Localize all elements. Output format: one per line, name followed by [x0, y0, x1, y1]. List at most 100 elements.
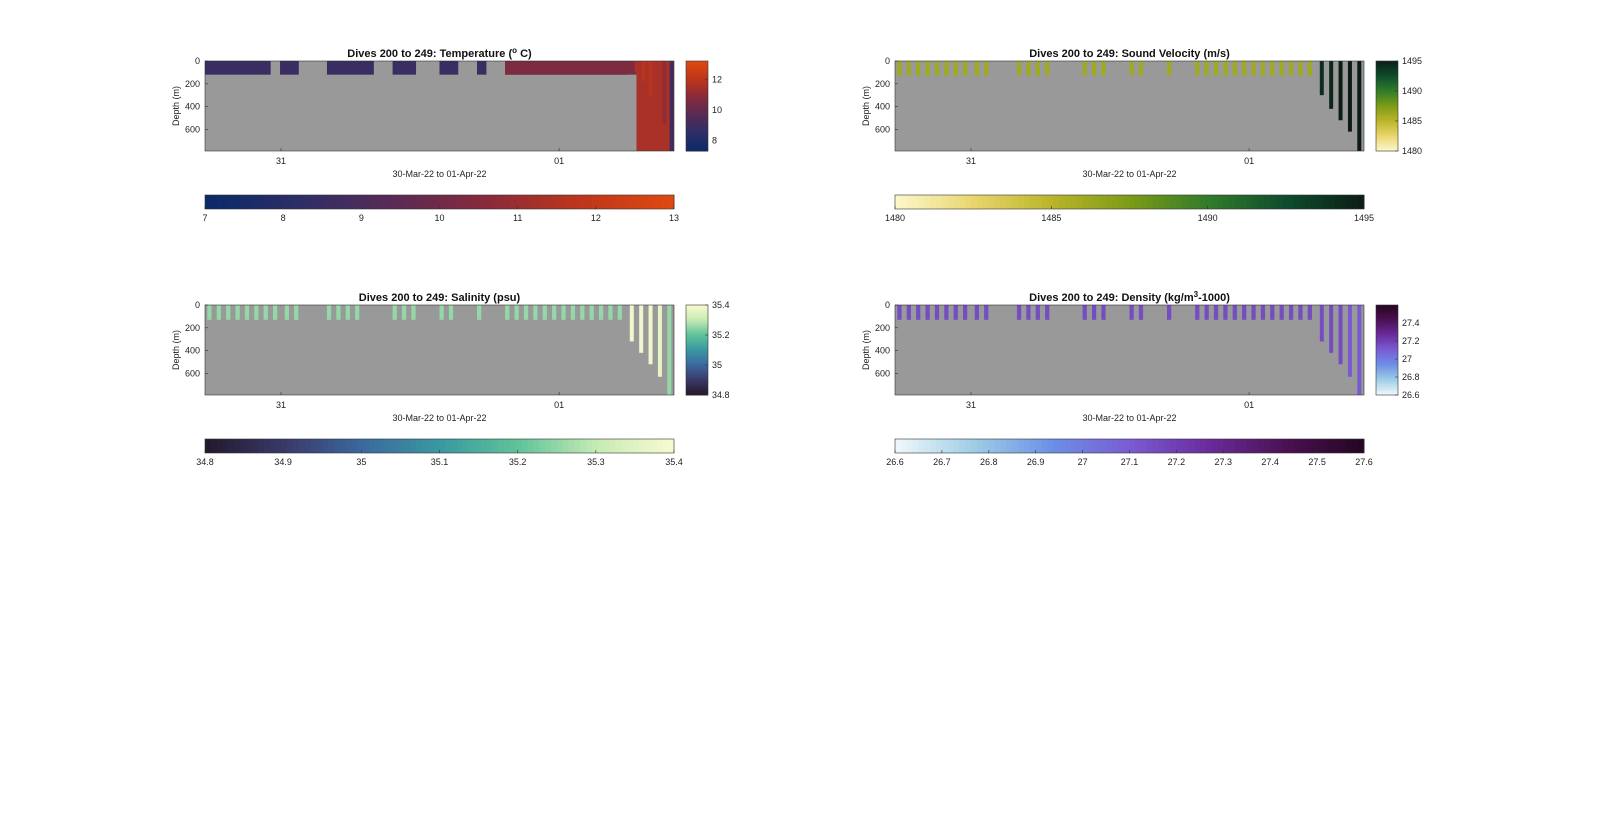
- colorbar-bottom-swatch: [1328, 195, 1336, 209]
- x-tick-label: 31: [966, 400, 976, 410]
- colorbar-bottom-swatch: [1240, 439, 1248, 453]
- colorbar-bottom-swatch: [369, 439, 376, 453]
- colorbar-bottom-label: 1490: [1198, 213, 1218, 223]
- colorbar-right-swatch: [1376, 119, 1398, 123]
- colorbar-right-swatch: [686, 318, 708, 322]
- colorbar-right-swatch: [686, 110, 708, 114]
- data-cell: [1082, 61, 1087, 76]
- colorbar-right-label: 1490: [1402, 86, 1422, 96]
- colorbar-right-swatch: [1376, 379, 1398, 382]
- data-cell: [448, 305, 454, 320]
- colorbar-right-swatch: [1376, 137, 1398, 141]
- colorbar-bottom-label: 27.6: [1355, 457, 1373, 467]
- colorbar-bottom-swatch: [1035, 439, 1043, 453]
- colorbar-right-swatch: [1376, 386, 1398, 389]
- colorbar-bottom-swatch: [275, 439, 282, 453]
- colorbar-bottom-swatch: [486, 439, 493, 453]
- colorbar-bottom-swatch: [1147, 439, 1154, 453]
- data-cell: [263, 305, 268, 320]
- data-cell: [1260, 305, 1266, 320]
- colorbar-right-swatch: [1376, 133, 1398, 136]
- colorbar-bottom-swatch: [1170, 439, 1177, 453]
- colorbar-bottom-swatch: [1082, 439, 1089, 453]
- colorbar-bottom-swatch: [609, 195, 616, 209]
- colorbar-bottom-swatch: [269, 439, 276, 453]
- y-tick-label: 200: [185, 79, 200, 89]
- colorbar-right-label: 12: [712, 74, 722, 84]
- colorbar-right-swatch: [686, 311, 708, 315]
- colorbar-bottom-swatch: [228, 439, 235, 453]
- colorbar-bottom-swatch: [1334, 439, 1342, 453]
- colorbar-bottom-swatch: [240, 439, 247, 453]
- colorbar-bottom-swatch: [1018, 439, 1025, 453]
- colorbar-bottom-swatch: [386, 195, 394, 209]
- colorbar-bottom-swatch: [953, 195, 960, 209]
- colorbar-right-swatch: [1376, 338, 1398, 342]
- colorbar-bottom-swatch: [580, 439, 587, 453]
- data-cell: [345, 305, 350, 320]
- x-tick-label: 01: [554, 400, 564, 410]
- colorbar-bottom-swatch: [1106, 195, 1113, 209]
- colorbar-right-frame: [1375, 60, 1399, 152]
- colorbar-right-swatch: [1376, 356, 1398, 360]
- colorbar-bottom-swatch: [539, 439, 546, 453]
- colorbar-bottom-swatch: [1176, 195, 1183, 209]
- colorbar-right-swatch: [1376, 92, 1398, 96]
- colorbar-bottom-swatch: [1152, 195, 1160, 209]
- x-tick-label: 31: [966, 156, 976, 166]
- colorbar-bottom-swatch: [322, 439, 329, 453]
- colorbar-bottom-swatch: [1094, 439, 1101, 453]
- data-cell: [1288, 61, 1294, 76]
- colorbar-right-swatch: [686, 352, 708, 355]
- data-cell: [1338, 61, 1343, 121]
- colorbar-bottom-swatch: [527, 195, 534, 209]
- data-cell: [1279, 305, 1284, 320]
- colorbar-bottom-swatch: [662, 439, 669, 453]
- colorbar-bottom-swatch: [1129, 195, 1136, 209]
- colorbar-bottom-swatch: [550, 439, 558, 453]
- colorbar-right-frame: [685, 304, 709, 396]
- colorbar-bottom-swatch: [486, 195, 493, 209]
- data-cell: [1319, 305, 1324, 342]
- data-cell: [284, 305, 289, 320]
- data-cell: [648, 305, 653, 365]
- data-cell: [1270, 61, 1275, 76]
- colorbar-bottom-swatch: [1076, 195, 1084, 209]
- colorbar-bottom-swatch: [310, 195, 317, 209]
- colorbar-bottom-swatch: [971, 439, 978, 453]
- data-cell: [1035, 61, 1040, 76]
- colorbar-right-swatch: [686, 142, 708, 145]
- colorbar-bottom-swatch: [251, 439, 259, 453]
- colorbar-right-swatch: [686, 374, 708, 378]
- colorbar-bottom-swatch: [1287, 439, 1295, 453]
- colorbar-right-swatch: [1376, 343, 1398, 346]
- data-cell: [1091, 61, 1097, 76]
- colorbar-bottom-swatch: [210, 195, 218, 209]
- colorbar-bottom-swatch: [1070, 195, 1078, 209]
- colorbar-bottom-swatch: [222, 195, 229, 209]
- colorbar-right-swatch: [686, 334, 708, 337]
- colorbar-bottom-swatch: [246, 195, 253, 209]
- colorbar-right-swatch: [1376, 94, 1398, 98]
- data-cell: [273, 305, 278, 320]
- colorbar-bottom-swatch: [1229, 439, 1236, 453]
- colorbar-bottom-swatch: [924, 439, 931, 453]
- colorbar-bottom-swatch: [1199, 439, 1207, 453]
- colorbar-bottom-swatch: [1287, 195, 1295, 209]
- data-cell: [326, 305, 332, 320]
- colorbar-right-swatch: [1376, 336, 1398, 340]
- colorbar-bottom-frame: [894, 194, 1365, 210]
- colorbar-right-swatch: [686, 392, 708, 396]
- data-cell: [244, 305, 250, 320]
- colorbar-bottom-swatch: [912, 195, 919, 209]
- data-cell: [1138, 61, 1144, 76]
- y-tick-label: 200: [875, 79, 890, 89]
- x-tick-label: 31: [276, 400, 286, 410]
- colorbar-right-swatch: [686, 336, 708, 340]
- colorbar-bottom-swatch: [971, 195, 978, 209]
- colorbar-right-swatch: [686, 88, 708, 91]
- colorbar-bottom-swatch: [1317, 195, 1324, 209]
- data-cell: [953, 305, 958, 320]
- data-cell: [570, 305, 576, 320]
- colorbar-bottom-swatch: [328, 195, 335, 209]
